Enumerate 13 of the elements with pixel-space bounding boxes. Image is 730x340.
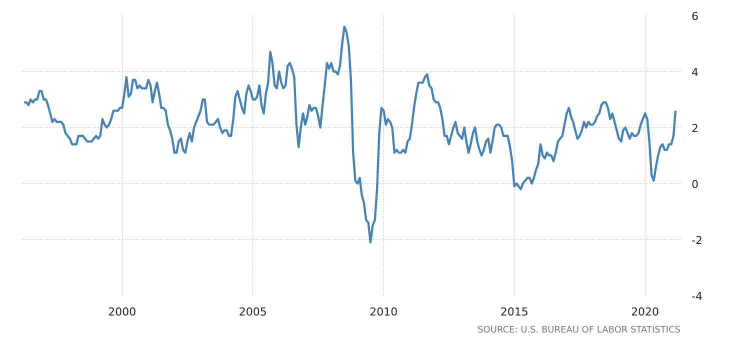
x-tick-label: 2000 (108, 306, 136, 318)
x-tick-label: 2020 (631, 306, 660, 318)
x-tick-label: 2010 (370, 306, 398, 318)
line-series (22, 26, 677, 244)
y-tick-label: 6 (692, 10, 698, 23)
y-tick-label: 2 (692, 122, 698, 135)
y-tick-label: -2 (692, 234, 702, 247)
x-tick-label: 2015 (500, 306, 528, 318)
y-tick-label: 0 (692, 178, 698, 191)
y-tick-label: -4 (692, 290, 702, 303)
source-note: SOURCE: U.S. BUREAU OF LABOR STATISTICS (478, 326, 681, 336)
x-tick-label: 2005 (238, 306, 267, 318)
y-tick-label: 4 (692, 66, 698, 79)
